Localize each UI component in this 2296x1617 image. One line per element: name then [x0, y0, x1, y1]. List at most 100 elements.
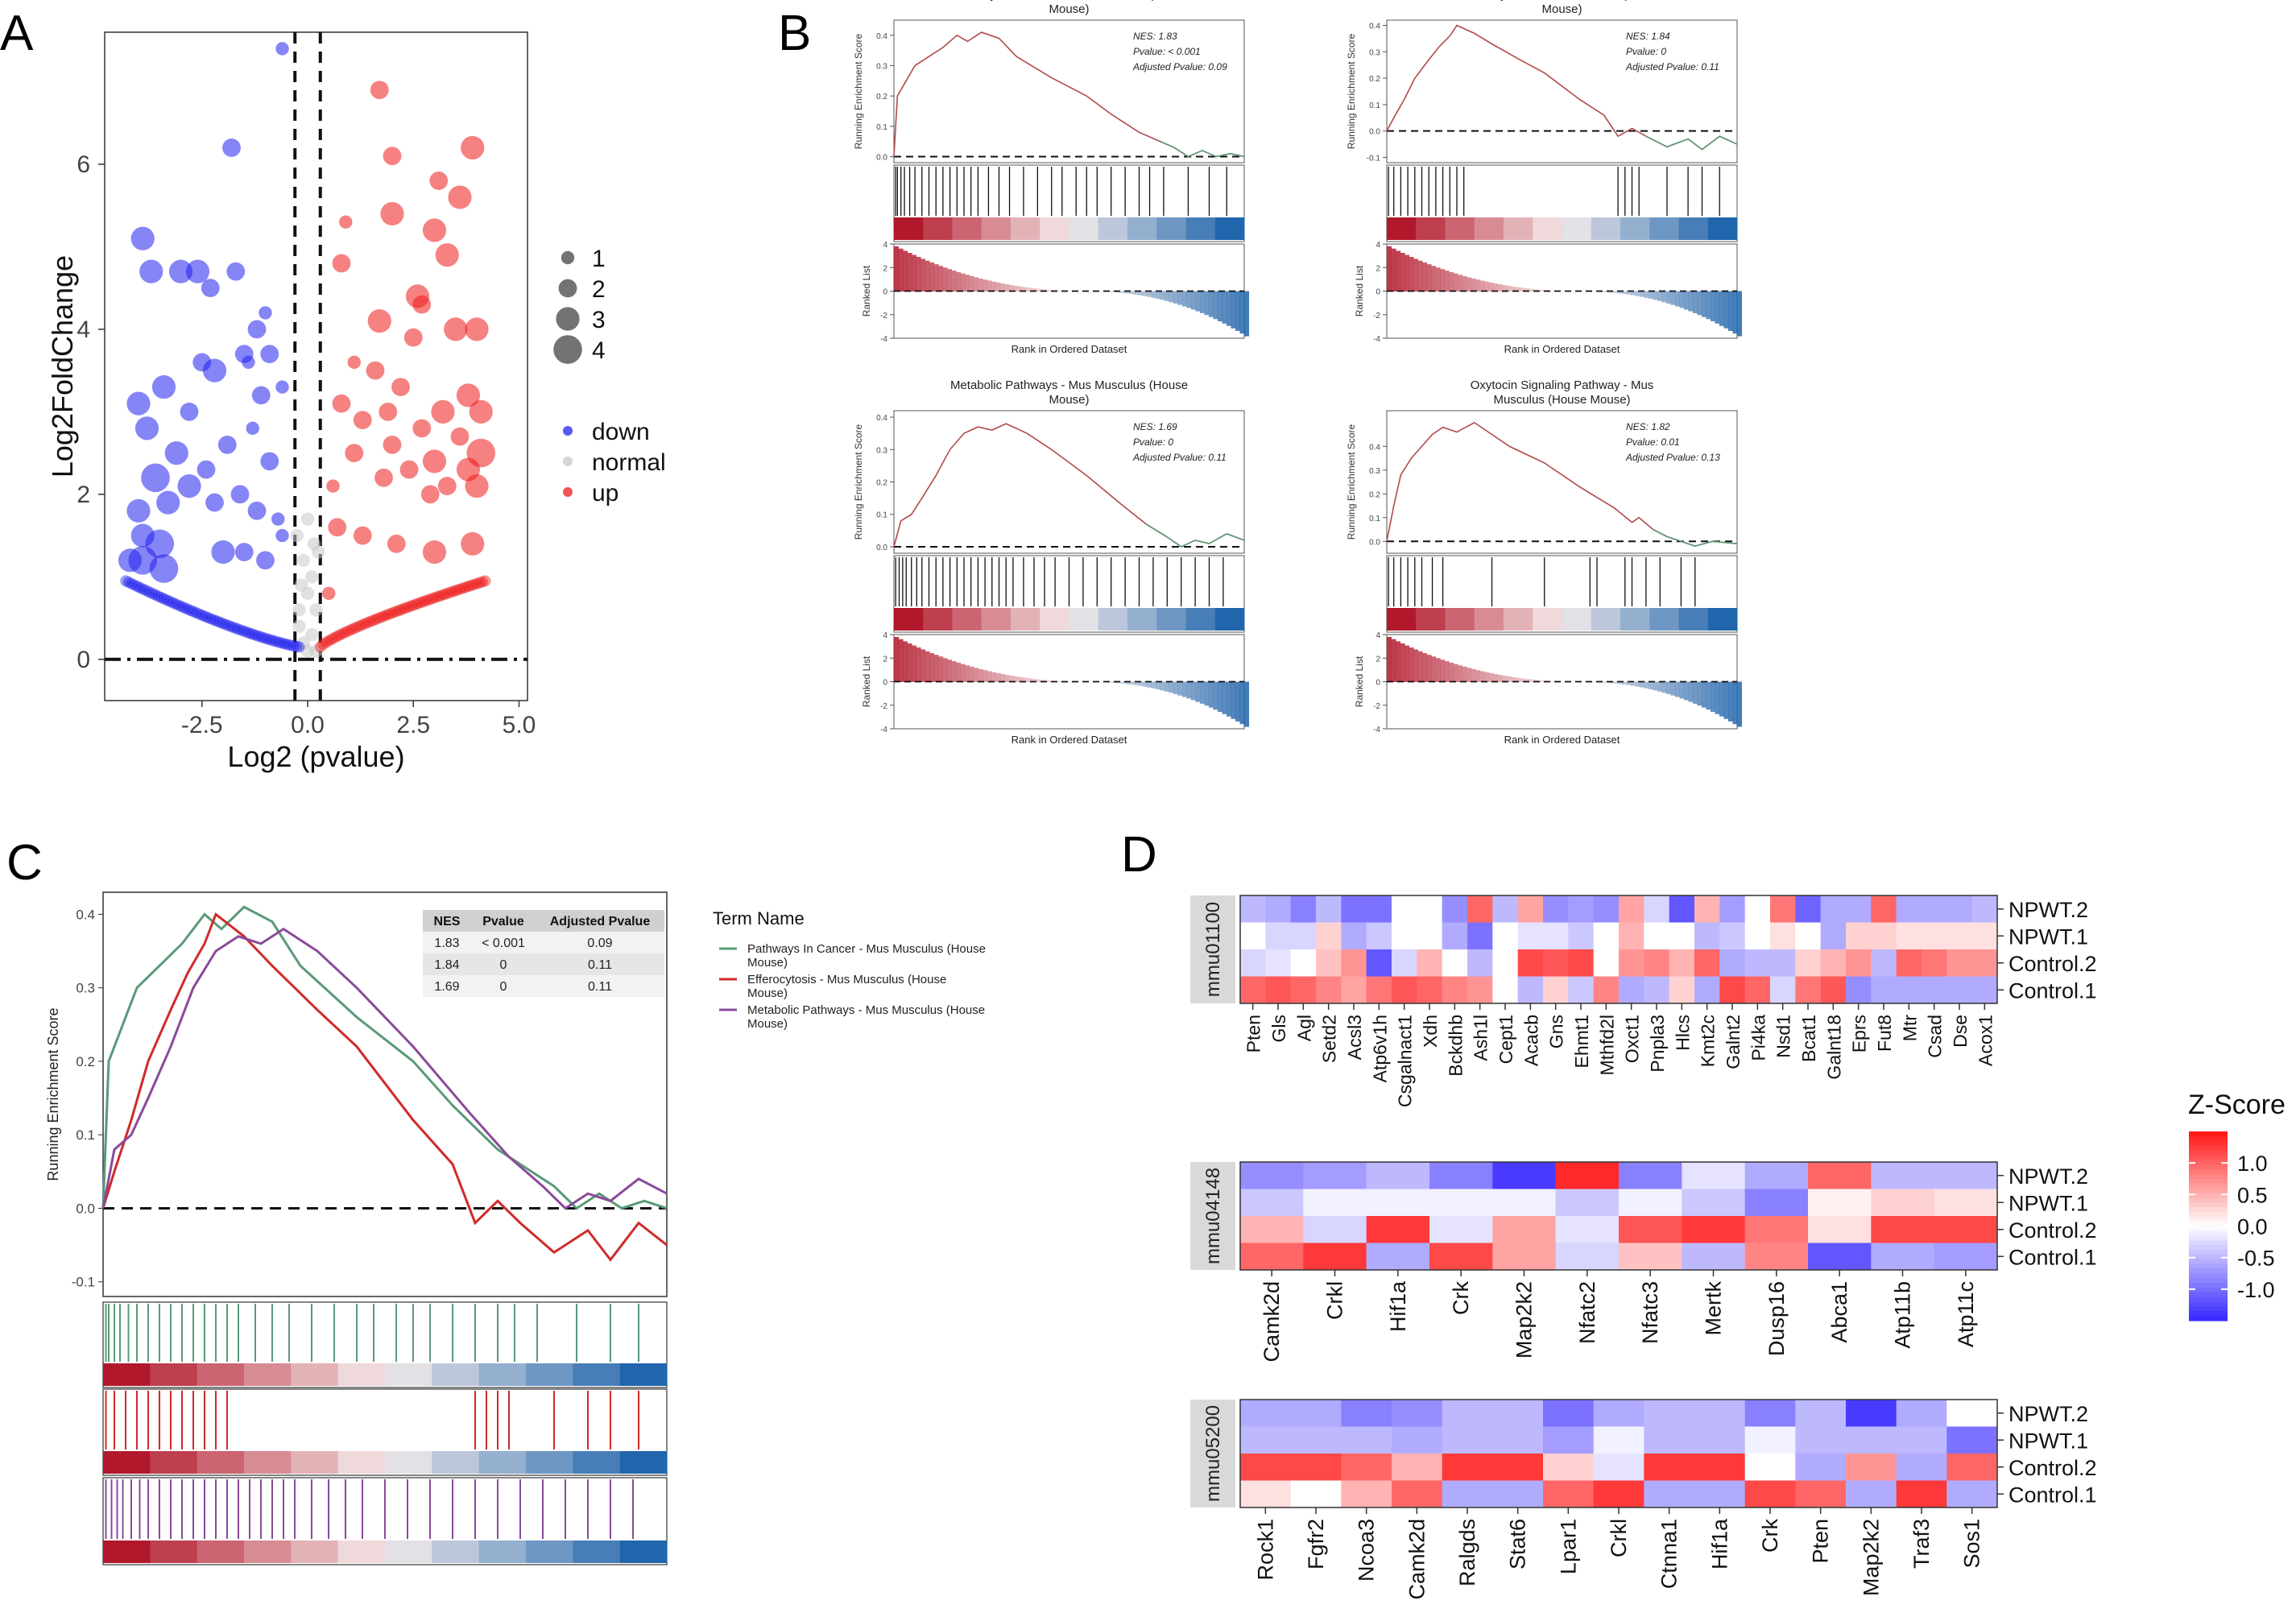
- column-label: Hif1a: [1386, 1280, 1410, 1332]
- ranked-bar: [1732, 291, 1738, 334]
- heatmap-cell: [1644, 949, 1670, 977]
- ranked-bar: [1404, 645, 1410, 682]
- rank-gradient-segment: [1416, 608, 1446, 631]
- ranked-y-tick-label: -2: [880, 702, 887, 711]
- column-label: Traf3: [1909, 1519, 1934, 1569]
- row-label: Control.2: [2008, 1218, 2097, 1243]
- ranked-y-tick-label: -2: [1373, 702, 1380, 711]
- down-point: [172, 599, 184, 611]
- column-label: Dusp16: [1764, 1281, 1789, 1356]
- heatmap-cell: [1744, 1162, 1809, 1189]
- ranked-bar: [1537, 680, 1543, 682]
- ranked-bar: [1239, 291, 1245, 334]
- down-point: [281, 639, 293, 651]
- heatmap-cell: [1896, 1454, 1947, 1481]
- rank-gradient-segment: [478, 1451, 527, 1474]
- ranked-bar: [1222, 291, 1227, 324]
- ranked-bar: [933, 264, 939, 292]
- heatmap-cell: [1808, 1216, 1872, 1243]
- heatmap-cell: [1442, 1480, 1493, 1508]
- ranked-y-tick-label: 2: [1376, 655, 1380, 664]
- ranked-bar: [1181, 291, 1187, 307]
- y-tick-label: 0.1: [1369, 101, 1380, 110]
- heatmap-cell: [1644, 922, 1670, 950]
- column-label: Atp11c: [1954, 1281, 1978, 1347]
- up-point: [356, 618, 368, 631]
- rank-gradient-segment: [1098, 217, 1128, 240]
- column-label: Crk: [1758, 1519, 1782, 1553]
- gsea-title: Oxytocin Signaling Pathway - Mus: [1471, 378, 1654, 392]
- ranked-bar: [1137, 681, 1143, 686]
- heatmap-cell: [1871, 922, 1897, 950]
- up-point: [435, 243, 459, 267]
- ranked-y-tick-label: -4: [1373, 335, 1380, 344]
- normal-point: [309, 603, 323, 617]
- ranked-bar: [920, 649, 926, 682]
- ranked-y-tick-label: -4: [880, 335, 887, 344]
- column-label: Ehmt1: [1571, 1015, 1592, 1068]
- rank-gradient-segment: [1214, 608, 1245, 631]
- ranked-bar: [1706, 291, 1711, 320]
- rank-gradient-segment: [981, 217, 1011, 240]
- heatmap-cell: [1744, 1216, 1809, 1243]
- column-label: Ncoa3: [1355, 1519, 1379, 1582]
- ranked-bar: [1217, 681, 1222, 713]
- column-label: Dse: [1950, 1015, 1971, 1048]
- up-point: [437, 477, 457, 495]
- ranked-bar: [1239, 681, 1245, 725]
- zscore-legend-step: [2189, 1287, 2228, 1293]
- column-label: Crkl: [1607, 1519, 1631, 1557]
- heatmap-cell: [1265, 949, 1292, 977]
- ranked-bar: [1124, 291, 1130, 294]
- ranked-bar: [1479, 671, 1485, 682]
- up-point: [443, 587, 455, 599]
- down-point: [177, 474, 201, 498]
- y-tick-label: 0.0: [76, 1201, 95, 1216]
- ranked-bar: [1040, 289, 1045, 292]
- up-point: [471, 577, 483, 589]
- heatmap-cell: [1820, 976, 1847, 1004]
- heatmap-cell: [1366, 922, 1392, 950]
- ranked-bar: [1186, 681, 1192, 699]
- heatmap-cell: [1896, 1426, 1947, 1454]
- heatmap-cell: [1971, 895, 1998, 923]
- ranked-bar: [1128, 291, 1134, 295]
- rank-gradient-segment: [894, 608, 924, 631]
- ranked-bar: [1462, 666, 1467, 682]
- down-point: [193, 608, 205, 620]
- column-label: Rock1: [1253, 1519, 1277, 1581]
- size-legend-dot: [553, 335, 582, 364]
- up-point: [367, 614, 379, 627]
- y-tick-label: -0.1: [1367, 154, 1381, 163]
- table-cell: 1.83: [434, 937, 459, 950]
- table-cell-bg: [536, 953, 664, 975]
- heatmap-cell: [1316, 895, 1342, 923]
- rank-gradient-segment: [981, 608, 1011, 631]
- heatmap-cell: [1265, 895, 1292, 923]
- up-point: [373, 612, 385, 624]
- ranked-bar: [1115, 681, 1121, 684]
- heatmap-cell: [1770, 976, 1796, 1004]
- ranked-bar: [1608, 681, 1614, 684]
- up-point: [339, 627, 351, 639]
- down-point: [275, 637, 288, 649]
- ranked-bar: [894, 636, 900, 682]
- down-point: [261, 633, 273, 645]
- score-axis-title: Running Enrichment Score: [1346, 33, 1357, 149]
- rank-gradient-segment: [1591, 217, 1621, 240]
- up-point: [409, 598, 421, 610]
- down-point: [293, 641, 305, 653]
- down-point: [141, 463, 170, 493]
- column-label: Pi4ka: [1748, 1015, 1769, 1061]
- up-point: [362, 617, 374, 629]
- ranked-bar: [1661, 291, 1667, 303]
- column-label: Atp6v1h: [1369, 1015, 1390, 1082]
- up-point: [383, 435, 402, 454]
- legend-label: Pathways In Cancer - Mus Musculus (House: [747, 942, 986, 956]
- up-point: [370, 81, 389, 100]
- table-cell-bg: [536, 932, 664, 953]
- rank-gradient-segment: [1504, 217, 1533, 240]
- rank-gradient-segment: [1011, 608, 1040, 631]
- ranked-bar: [1591, 681, 1596, 683]
- y-tick-label: 0.2: [1369, 490, 1380, 499]
